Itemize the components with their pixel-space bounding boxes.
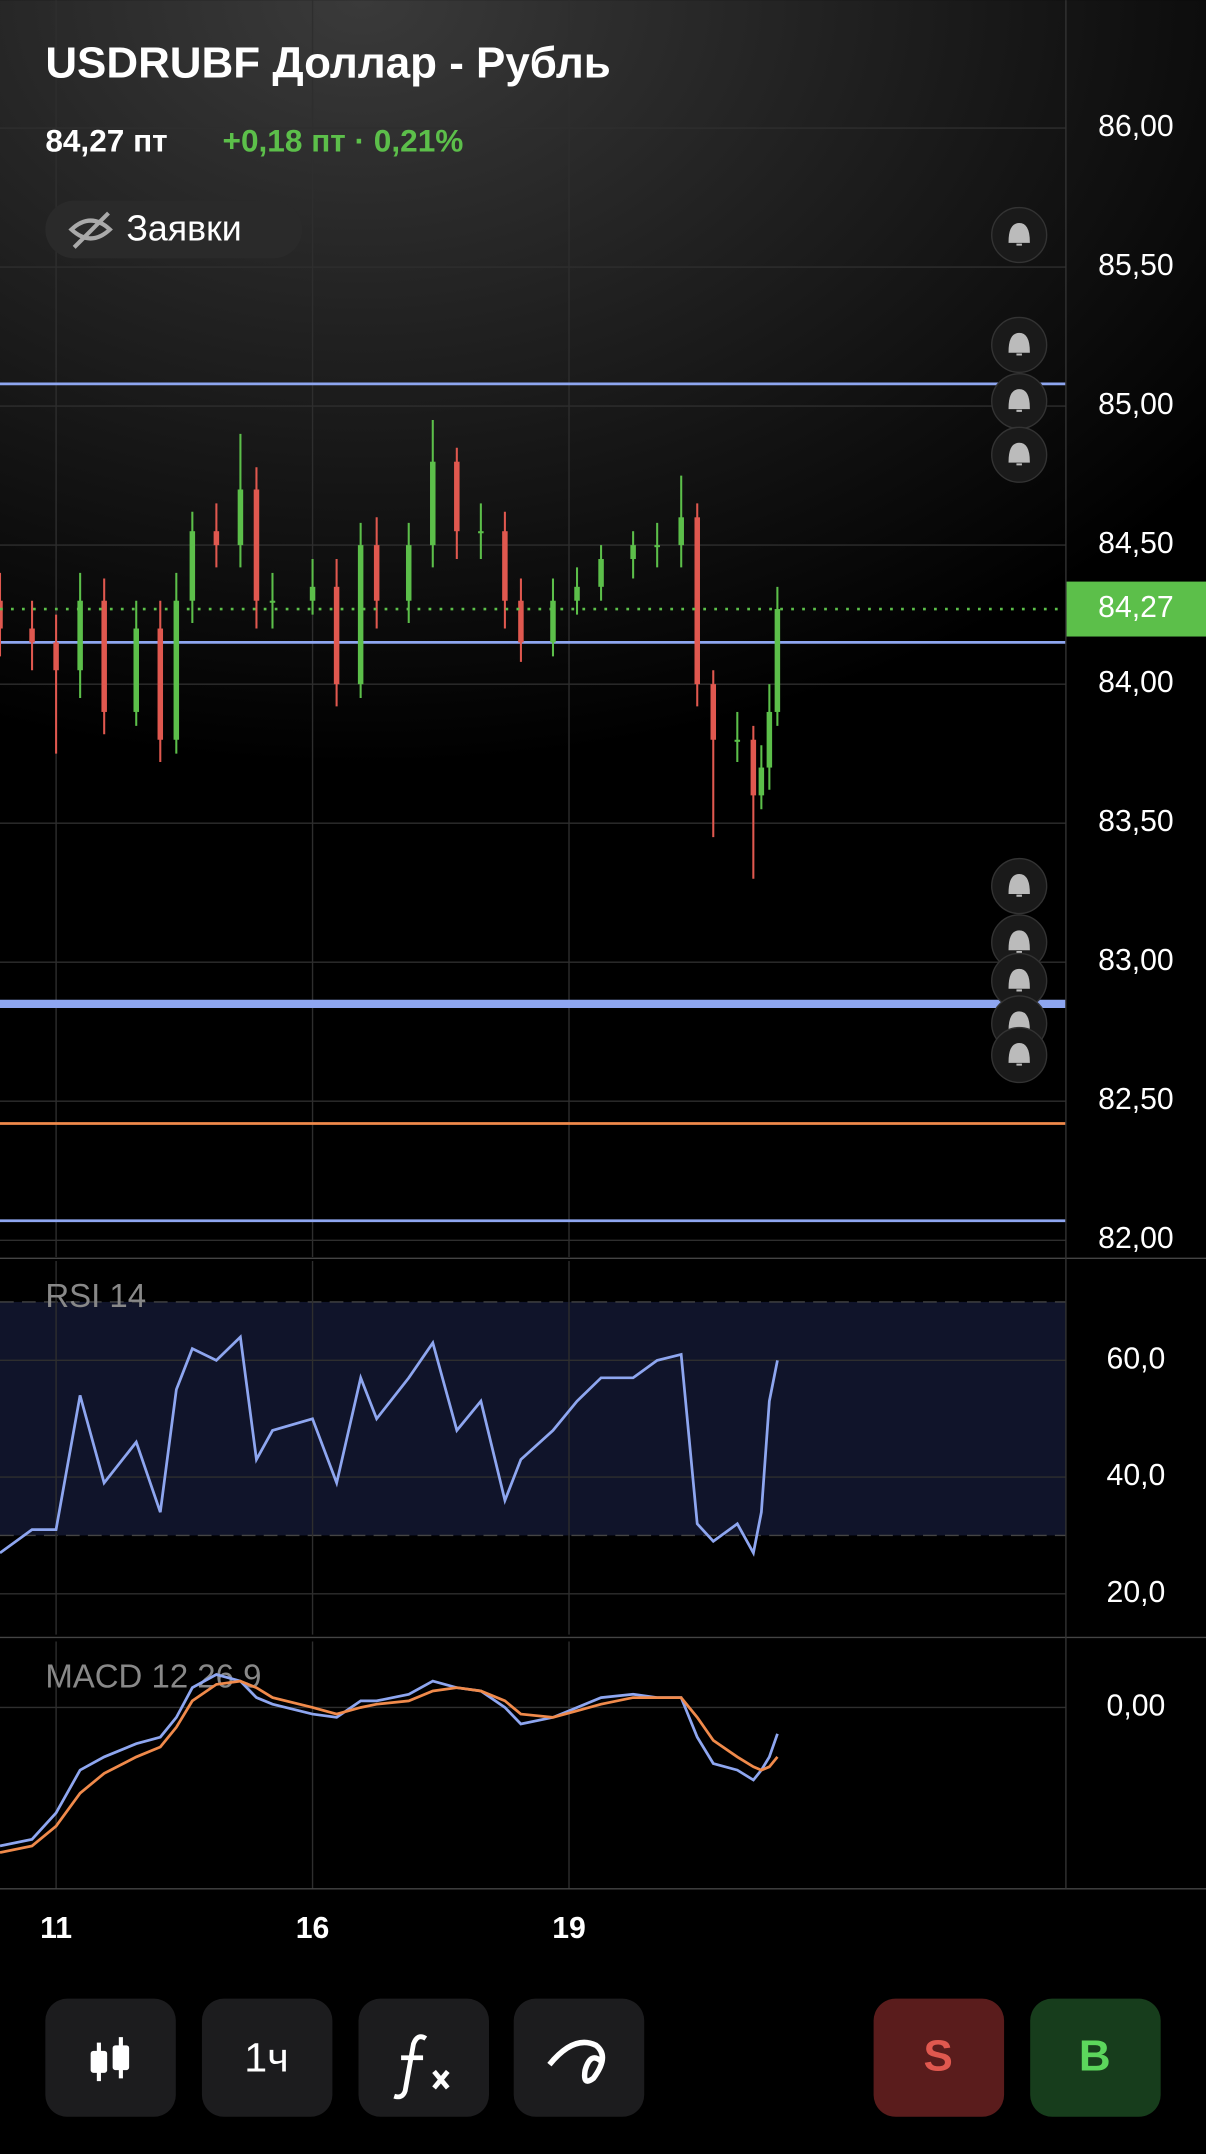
x-tick-label: 11	[40, 1912, 72, 1945]
candle-body	[0, 600, 3, 629]
candle-body	[173, 600, 180, 740]
series-line	[0, 1679, 779, 1854]
indicators-button[interactable]	[358, 1998, 489, 2117]
y-tick-label: 84,50	[1098, 527, 1174, 560]
drawing-icon	[547, 2039, 606, 2084]
bell-icon	[1008, 1043, 1030, 1066]
buy-button[interactable]	[1030, 1998, 1161, 2117]
candle-body	[478, 531, 484, 534]
title: USDRUBF Доллар - Рубль	[45, 39, 610, 88]
candle-body	[550, 600, 556, 643]
candle-body	[237, 489, 244, 546]
candle-body	[766, 711, 773, 768]
candle-body	[774, 609, 781, 712]
candle-body	[333, 586, 340, 685]
candle-body	[77, 600, 83, 671]
y-tick-label: 0,00	[1107, 1689, 1166, 1722]
orders-toggle[interactable]: Заявки	[45, 200, 303, 259]
candle-body	[598, 559, 604, 587]
bell-icon	[1008, 968, 1030, 992]
candle-body	[101, 600, 107, 712]
alerts	[991, 206, 1048, 1084]
rsi-band	[0, 1301, 1066, 1536]
candle-body	[574, 586, 580, 601]
panel-title: MACD 12 26 9	[45, 1657, 261, 1694]
y-tick-label: 85,00	[1098, 388, 1174, 421]
sell-label: S	[923, 2032, 952, 2081]
bell-icon	[1008, 442, 1030, 466]
y-tick-label: 82,00	[1098, 1222, 1174, 1255]
candle-body	[630, 545, 636, 560]
x-tick-label: 19	[552, 1912, 586, 1945]
candle-body	[213, 531, 220, 546]
candle-body	[430, 461, 436, 546]
header-glow	[0, 0, 1206, 852]
buy-label: B	[1079, 2032, 1111, 2081]
candle-body	[373, 545, 380, 601]
drawing-button[interactable]	[513, 1998, 645, 2117]
orders-pill[interactable]	[45, 200, 303, 259]
sell-button[interactable]	[873, 1998, 1005, 2117]
candle-body	[502, 531, 508, 601]
candle-body	[133, 628, 139, 712]
candle-body	[309, 586, 316, 601]
candle-body	[357, 545, 364, 685]
fx-icon	[393, 2034, 450, 2100]
y-tick-label: 60,0	[1107, 1342, 1166, 1375]
x-tick-label: 16	[296, 1912, 330, 1945]
y-tick-label: 85,50	[1098, 249, 1174, 282]
y-tick-label: 83,00	[1098, 944, 1174, 977]
bell-icon	[1008, 874, 1030, 897]
candle-body	[269, 600, 276, 603]
candle-icon	[112, 2045, 130, 2071]
candle-body	[189, 531, 196, 601]
candle-body	[654, 545, 660, 548]
series-line	[0, 1673, 779, 1848]
y-tick-label: 86,00	[1098, 110, 1174, 143]
candle-body	[678, 517, 684, 546]
toolbar: 1ч S B	[45, 1998, 1161, 2117]
candle-body	[29, 628, 35, 643]
y-tick-label: 82,50	[1098, 1083, 1174, 1116]
bell-icon	[1008, 930, 1030, 954]
change: +0,18 пт · 0,21%	[223, 122, 464, 158]
candle-body	[253, 489, 260, 601]
candle-body	[750, 739, 757, 796]
panel-title: RSI 14	[45, 1277, 146, 1314]
chart-type-button[interactable]	[45, 1998, 176, 2117]
current-price-label: 84,27	[1098, 591, 1174, 624]
bell-icon	[1008, 389, 1030, 412]
candle-body	[694, 517, 700, 685]
orders-label: Заявки	[126, 208, 241, 248]
series-line	[0, 1334, 779, 1557]
candle-body	[710, 684, 717, 740]
y-tick-label: 20,0	[1107, 1576, 1166, 1609]
interval-button[interactable]	[201, 1998, 333, 2117]
candle-body	[758, 767, 765, 796]
y-tick-label: 40,0	[1107, 1459, 1166, 1492]
plot-area: 86,00 85,50 85,00 84,50 84,00 83,50 83,00 82,50…	[0, 0, 1206, 1945]
candle-body	[405, 545, 412, 601]
candle-icon	[90, 2050, 108, 2073]
candle-body	[53, 642, 59, 671]
candle-body	[157, 628, 164, 740]
price: 84,27 пт	[45, 122, 167, 158]
current-price-tag	[1065, 581, 1206, 637]
candle-body	[734, 739, 741, 742]
interval-label: 1ч	[244, 2034, 288, 2080]
bell-icon	[1008, 222, 1030, 246]
candle-body	[454, 461, 460, 532]
hide-icon	[68, 211, 113, 249]
y-tick-label: 83,50	[1098, 805, 1174, 838]
y-tick-label: 84,00	[1098, 666, 1174, 699]
candle-body	[518, 600, 524, 643]
bell-icon	[1008, 332, 1030, 356]
